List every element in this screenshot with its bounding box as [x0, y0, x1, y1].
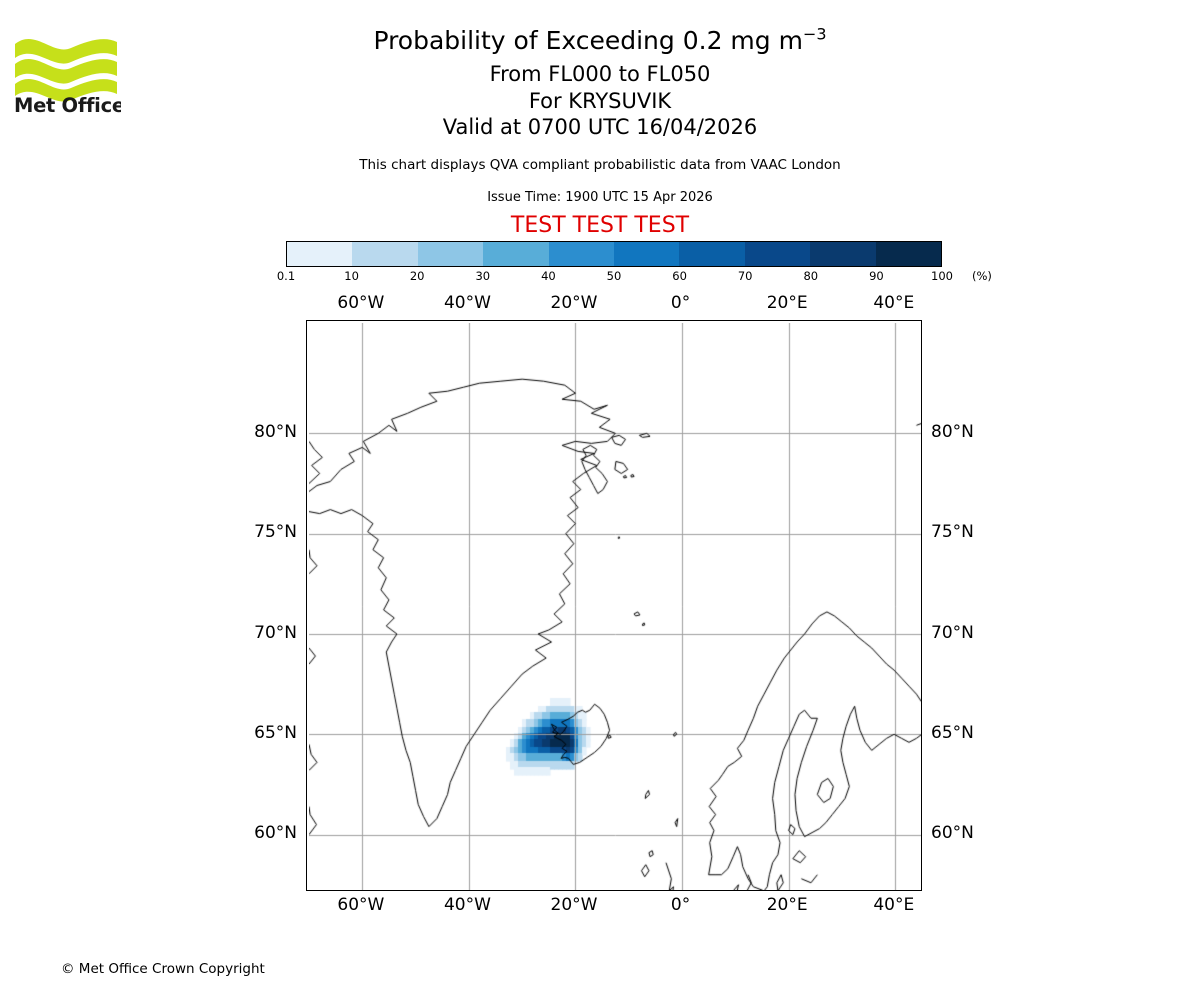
lat-label-left-2: 70°N [254, 622, 297, 643]
colorbar-tick-100: 100 [931, 269, 953, 283]
met-office-logo: Met Office [13, 22, 121, 114]
lat-label-right-4: 80°N [931, 421, 974, 442]
colorbar-tick-50: 50 [606, 269, 622, 283]
colorbar-tick-10: 10 [344, 269, 359, 283]
colorbar-tick-0.1: 0.1 [276, 269, 296, 283]
lon-label-top-3: 0° [670, 293, 691, 313]
colorbar-band-1 [352, 242, 418, 266]
page-title-exponent: −3 [802, 24, 827, 44]
colorbar-tick-60: 60 [672, 269, 687, 283]
copyright-notice: © Met Office Crown Copyright [61, 961, 265, 977]
lon-label-bottom-2: 20°W [550, 895, 598, 915]
lon-label-top-2: 20°W [550, 293, 598, 313]
colorbar-tick-70: 70 [737, 269, 753, 283]
lat-label-right-3: 75°N [931, 522, 974, 543]
lat-label-left-4: 80°N [254, 421, 297, 442]
test-banner: TEST TEST TEST [510, 213, 690, 238]
colorbar-band-6 [679, 242, 745, 266]
colorbar-unit-label: (%) [972, 269, 992, 283]
colorbar-tick-40: 40 [541, 269, 556, 283]
valid-time-line: Valid at 0700 UTC 16/04/2026 [442, 115, 758, 139]
colorbar [286, 241, 942, 267]
lon-label-bottom-0: 60°W [337, 895, 385, 915]
colorbar-tick-30: 30 [475, 269, 491, 283]
colorbar-band-2 [417, 242, 484, 266]
logo-wave-icon [15, 38, 117, 102]
lat-label-right-2: 70°N [931, 622, 974, 643]
logo-wordmark: Met Office [14, 94, 121, 114]
lon-label-top-4: 20°E [766, 293, 808, 313]
flight-level-range: From FL000 to FL050 [489, 62, 711, 86]
colorbar-band-4 [548, 242, 615, 266]
volcano-name-line: For KRYSUVIK [528, 89, 672, 113]
page-title: Probability of Exceeding 0.2 mg m−3 [0, 26, 1200, 55]
lat-label-left-3: 75°N [254, 522, 297, 543]
lon-label-bottom-5: 40°E [873, 895, 915, 915]
lon-label-bottom-3: 0° [670, 895, 691, 915]
colorbar-band-9 [875, 242, 942, 266]
lon-label-bottom-1: 40°W [443, 895, 491, 915]
lon-label-top-0: 60°W [337, 293, 385, 313]
lon-label-bottom-4: 20°E [766, 895, 808, 915]
lon-label-top-5: 40°E [873, 293, 915, 313]
issue-time: Issue Time: 1900 UTC 15 Apr 2026 [487, 190, 713, 205]
map-canvas [308, 322, 921, 890]
colorbar-tick-90: 90 [869, 269, 884, 283]
colorbar-band-7 [744, 242, 811, 266]
lat-label-right-1: 65°N [931, 722, 974, 743]
lat-label-left-0: 60°N [254, 823, 297, 844]
colorbar-band-5 [614, 242, 680, 266]
qva-note: This chart displays QVA compliant probab… [359, 157, 841, 173]
lat-label-right-0: 60°N [931, 823, 974, 844]
lon-label-top-1: 40°W [443, 293, 491, 313]
colorbar-band-0 [287, 242, 353, 266]
colorbar-bands [286, 241, 942, 267]
colorbar-tick-labels: 0.1 10 20 30 40 50 60 70 80 90 100 [277, 269, 953, 285]
colorbar-tick-20: 20 [409, 269, 425, 283]
colorbar-band-8 [810, 242, 876, 266]
colorbar-band-3 [483, 242, 549, 266]
colorbar-tick-80: 80 [803, 269, 819, 283]
lat-label-left-1: 65°N [254, 722, 297, 743]
map-plot-area[interactable] [306, 320, 922, 891]
page-title-text: Probability of Exceeding 0.2 mg m [373, 26, 803, 55]
